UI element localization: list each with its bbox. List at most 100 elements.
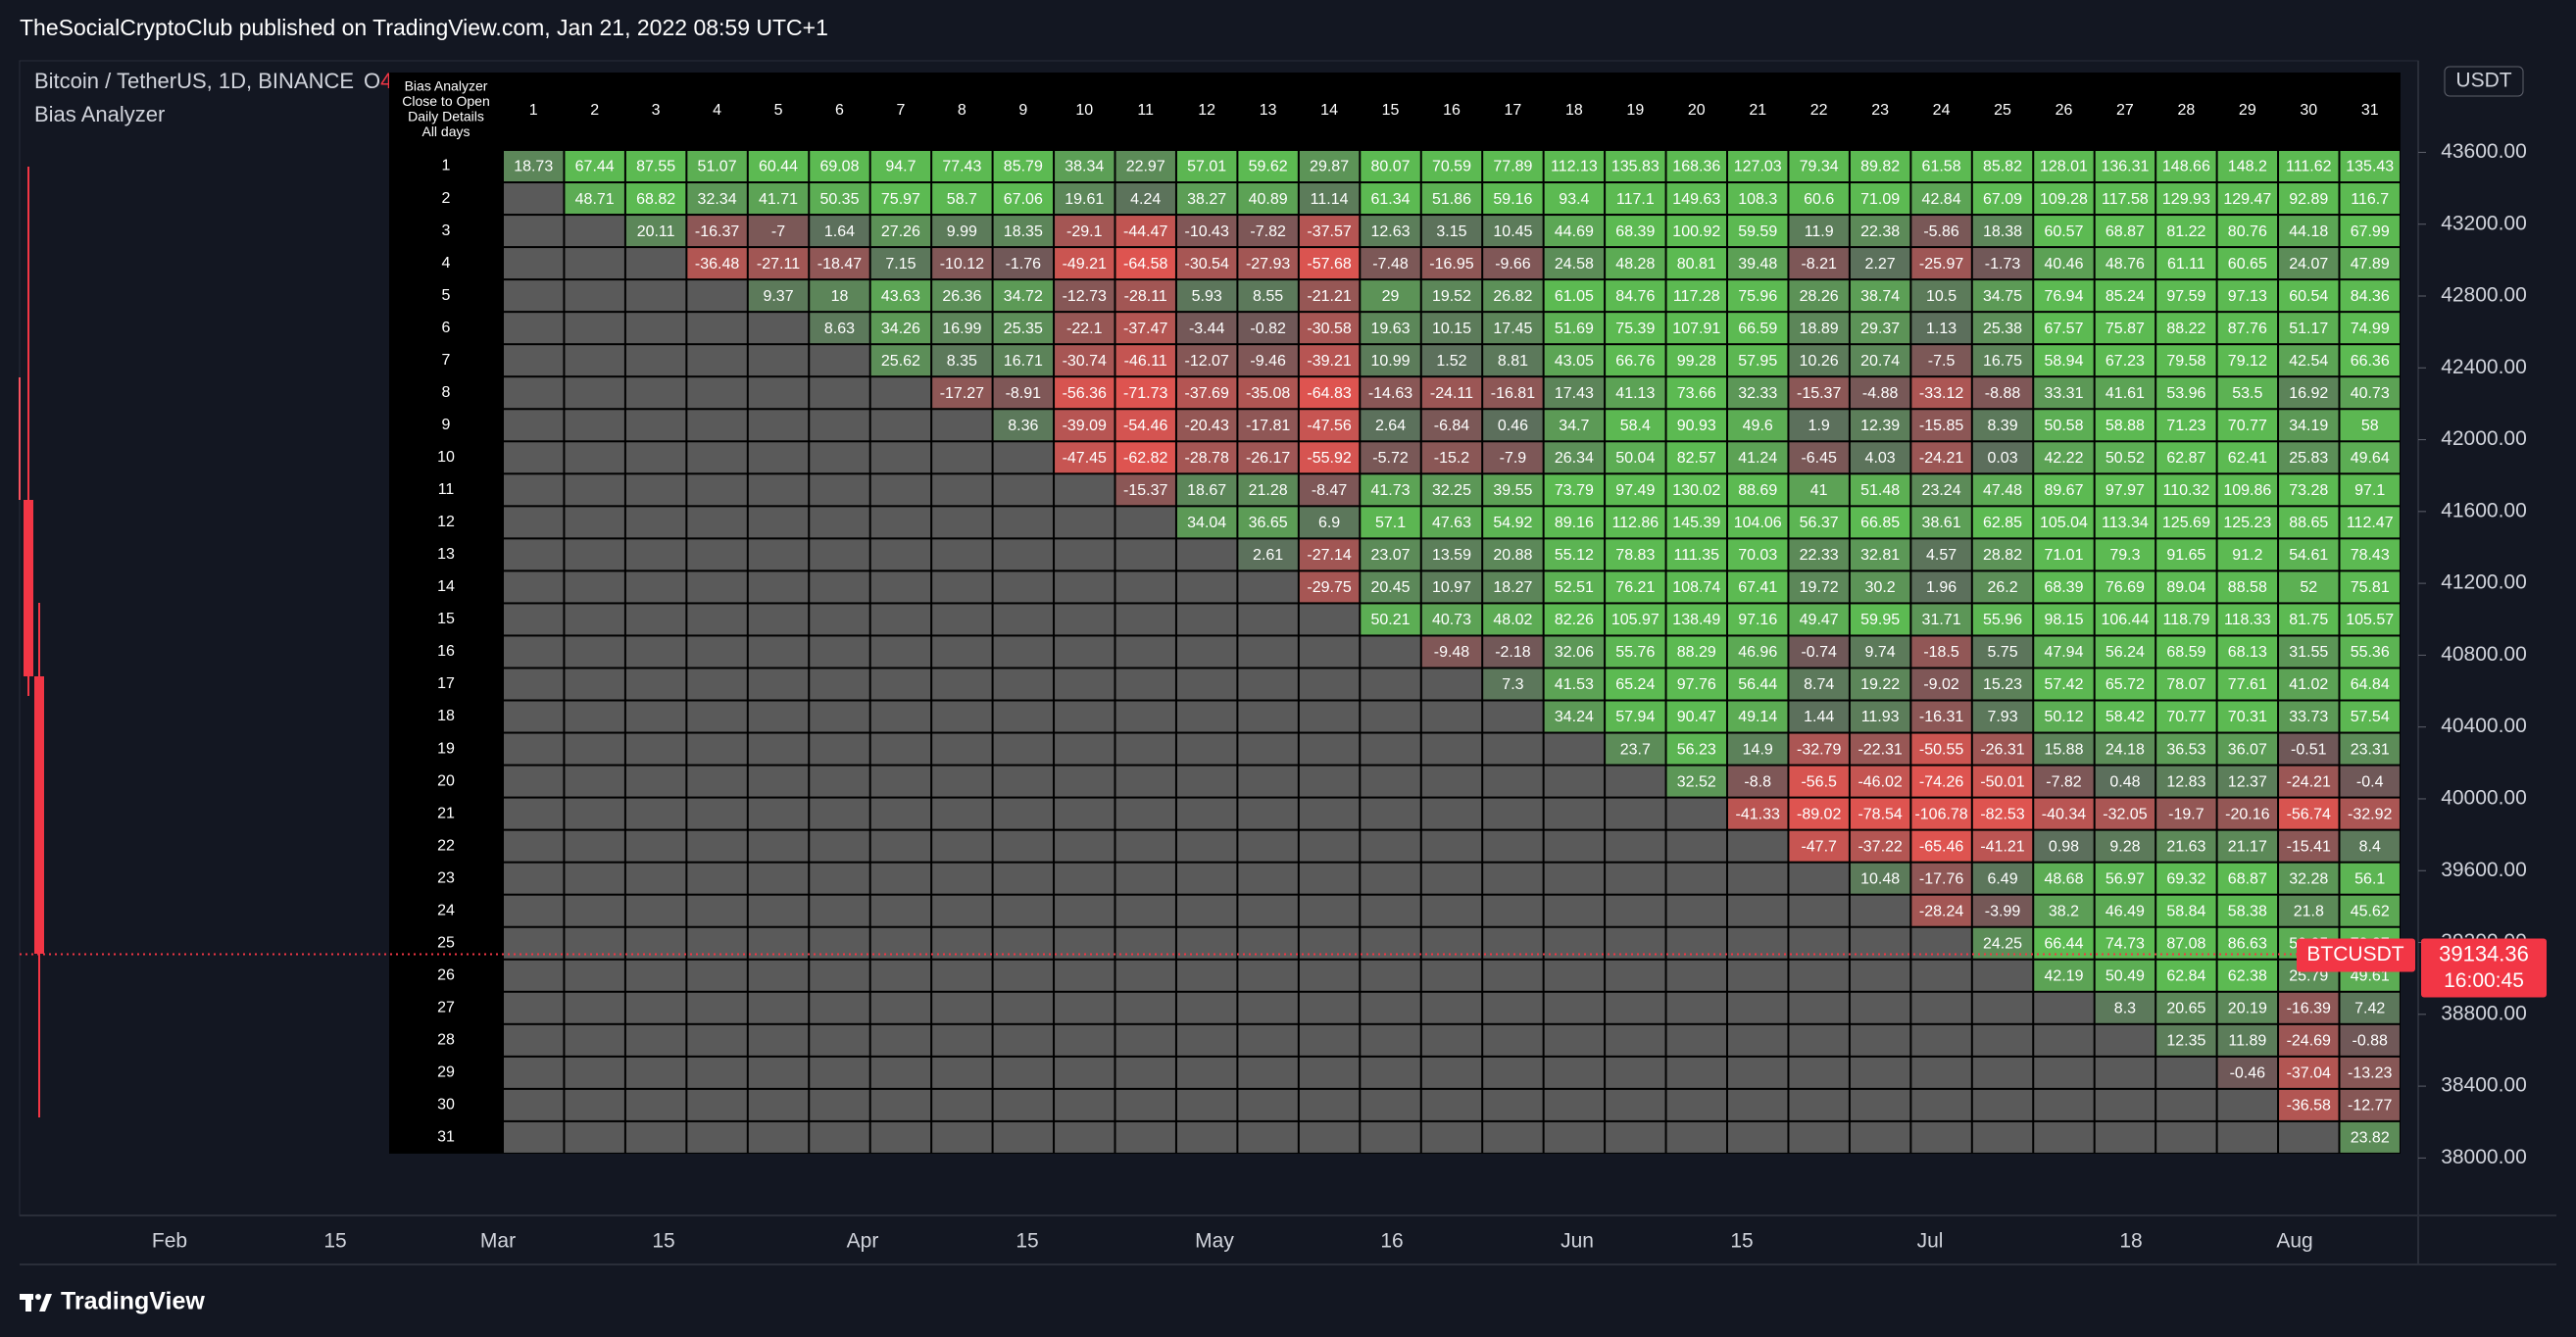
cell	[625, 571, 686, 603]
cell	[810, 668, 869, 700]
cell	[1666, 345, 1726, 376]
cell	[1666, 1089, 1726, 1120]
cell-value: 32.34	[698, 191, 737, 208]
cell	[1789, 701, 1849, 732]
cell-value: 24.25	[1983, 935, 2022, 952]
cell	[2340, 701, 2400, 732]
cell-value: 125.69	[2162, 515, 2210, 531]
cell-value: 10.45	[1493, 223, 1532, 240]
cell-value: 32.52	[1677, 773, 1716, 790]
cell-value: -22.1	[1066, 321, 1103, 337]
cell	[2217, 183, 2278, 215]
corner-text: Bias Analyzer	[405, 78, 488, 94]
cell-value: -0.82	[1250, 321, 1286, 337]
cell	[748, 798, 809, 829]
cell	[1115, 636, 1175, 668]
cell-value: 13.59	[1432, 547, 1471, 564]
cell	[1483, 442, 1543, 473]
cell	[1972, 280, 2033, 312]
cell	[810, 701, 869, 732]
price-tick-label: 38400.00	[2441, 1074, 2527, 1097]
cell-value: 0.03	[1987, 450, 2017, 467]
cell-value: 49.6	[1743, 418, 1773, 434]
cell	[1911, 248, 1971, 279]
cell	[1666, 766, 1726, 797]
cell	[2095, 895, 2155, 926]
cell	[1544, 313, 1605, 344]
cell-value: 10.15	[1432, 321, 1471, 337]
cell-value: 68.59	[2166, 644, 2205, 661]
cell-value: 66.36	[2351, 353, 2390, 370]
cell	[2034, 248, 2094, 279]
cell	[2340, 798, 2400, 829]
cell-value: 33.73	[2289, 709, 2328, 725]
cell	[810, 927, 869, 959]
cell-value: 118.79	[2163, 612, 2210, 628]
cell	[504, 539, 564, 570]
cell-value: 53.5	[2232, 385, 2262, 402]
cell-value: 66.59	[1738, 321, 1777, 337]
cell	[1850, 863, 1910, 894]
cell	[2279, 151, 2339, 182]
cell	[1483, 636, 1543, 668]
cell-value: 57.1	[1375, 515, 1406, 531]
cell	[1115, 863, 1175, 894]
cell	[687, 895, 747, 926]
row-label: 27	[437, 1000, 455, 1016]
cell	[2156, 1089, 2216, 1120]
column-header: 13	[1260, 102, 1277, 119]
cell	[565, 377, 624, 409]
cell	[1421, 863, 1482, 894]
column-header: 10	[1075, 102, 1093, 119]
cell	[2095, 410, 2155, 441]
cell-value: -27.11	[757, 256, 800, 272]
cell	[504, 377, 564, 409]
cell-value: 20.74	[1860, 353, 1900, 370]
cell	[993, 507, 1054, 538]
cell	[1911, 474, 1971, 506]
cell	[1238, 766, 1298, 797]
cell	[1972, 636, 2033, 668]
cell	[748, 895, 809, 926]
cell	[810, 830, 869, 862]
cell	[748, 604, 809, 635]
cell	[2279, 539, 2339, 570]
price-tick-label: 42800.00	[2441, 284, 2527, 307]
cell-value: -7.82	[2046, 773, 2082, 790]
cell-value: -20.43	[1184, 418, 1228, 434]
cell-value: -5.86	[1923, 223, 1959, 240]
cell	[1055, 248, 1115, 279]
cell	[2279, 1089, 2339, 1120]
cell	[1238, 410, 1298, 441]
cell	[1299, 830, 1360, 862]
cell	[565, 992, 624, 1023]
cell-value: 60.65	[2228, 256, 2267, 272]
cell-value: 9.74	[1865, 644, 1896, 661]
cell-value: 0.48	[2109, 773, 2140, 790]
cell	[1544, 507, 1605, 538]
cell	[1361, 1089, 1420, 1120]
cell	[2340, 442, 2400, 473]
cell-value: 109.86	[2223, 482, 2271, 499]
cell-value: 68.39	[2044, 579, 2083, 596]
cell-value: 10.99	[1371, 353, 1411, 370]
cell	[1544, 248, 1605, 279]
cell	[1606, 216, 1665, 247]
cell	[2156, 895, 2216, 926]
cell	[993, 1121, 1054, 1153]
cell	[2156, 863, 2216, 894]
cell-value: 61.05	[1555, 288, 1594, 305]
cell-value: 138.49	[1672, 612, 1720, 628]
cell-value: -30.74	[1063, 353, 1107, 370]
cell	[1299, 766, 1360, 797]
cell-value: 56.44	[1738, 676, 1777, 693]
cell	[1911, 604, 1971, 635]
cell-value: 117.1	[1616, 191, 1655, 208]
cell	[748, 733, 809, 765]
cell	[748, 1024, 809, 1056]
cell	[1544, 636, 1605, 668]
cell	[748, 992, 809, 1023]
cell-value: 91.2	[2232, 547, 2262, 564]
cell	[748, 474, 809, 506]
cell-value: -74.26	[1919, 773, 1963, 790]
